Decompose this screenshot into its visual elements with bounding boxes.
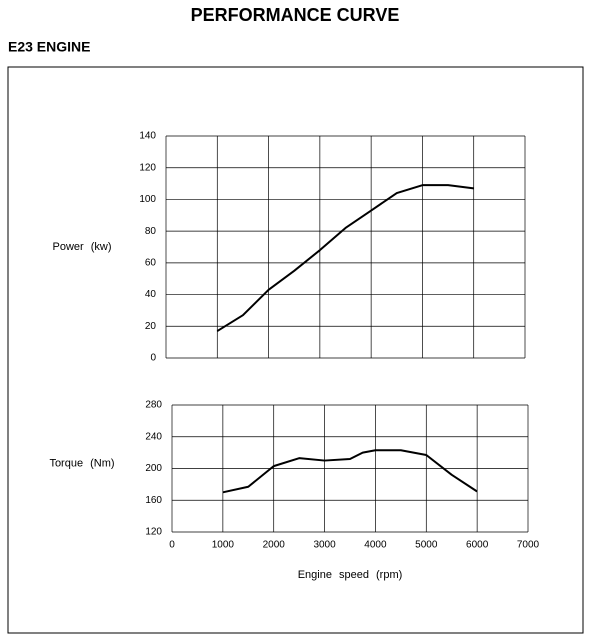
page-title: PERFORMANCE CURVE bbox=[191, 5, 400, 25]
x-tick-label: 4000 bbox=[364, 540, 387, 551]
y-tick-label: 280 bbox=[145, 400, 162, 411]
x-tick-label: 0 bbox=[169, 540, 175, 551]
x-tick-label: 6000 bbox=[466, 540, 489, 551]
y-tick-label: 60 bbox=[145, 257, 157, 268]
y-axis-label: Power (kw) bbox=[52, 241, 111, 253]
y-axis-label: Torque (Nm) bbox=[49, 457, 114, 469]
data-line bbox=[216, 184, 474, 332]
frame bbox=[7, 66, 584, 634]
x-tick-label: 3000 bbox=[313, 540, 336, 551]
x-tick-label: 7000 bbox=[517, 540, 540, 551]
y-tick-label: 40 bbox=[145, 289, 157, 300]
y-tick-label: 160 bbox=[145, 495, 162, 506]
y-tick-label: 240 bbox=[145, 431, 162, 442]
y-tick-label: 0 bbox=[150, 353, 156, 364]
x-tick-label: 1000 bbox=[212, 540, 235, 551]
y-tick-label: 100 bbox=[139, 194, 156, 205]
x-tick-label: 2000 bbox=[263, 540, 286, 551]
x-tick-label: 5000 bbox=[415, 540, 438, 551]
y-tick-label: 140 bbox=[139, 131, 156, 142]
y-tick-label: 120 bbox=[139, 162, 156, 173]
x-axis-label: Engine speed (rpm) bbox=[298, 569, 403, 581]
y-tick-label: 200 bbox=[145, 463, 162, 474]
y-tick-label: 80 bbox=[145, 226, 157, 237]
y-tick-label: 20 bbox=[145, 321, 157, 332]
data-line bbox=[222, 449, 478, 494]
subtitle: E23 ENGINE bbox=[8, 39, 90, 55]
y-tick-label: 120 bbox=[145, 527, 162, 538]
